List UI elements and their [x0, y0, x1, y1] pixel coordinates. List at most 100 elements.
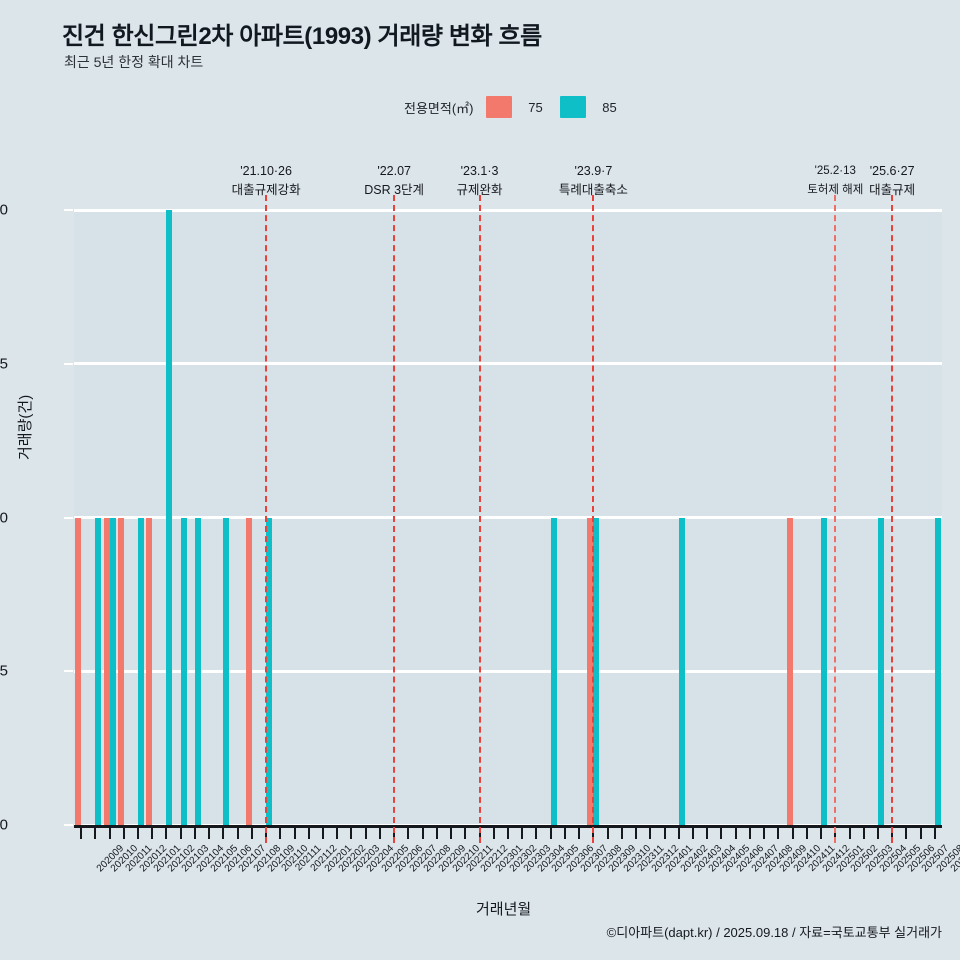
x-tick-mark: [905, 828, 908, 839]
x-tick-mark: [549, 828, 552, 839]
y-tick-label: 2.0: [0, 201, 8, 219]
bar: [877, 517, 884, 825]
x-tick-mark: [464, 828, 467, 839]
x-tick-mark: [777, 828, 780, 839]
x-tick-mark: [848, 828, 851, 839]
x-tick-mark: [492, 828, 495, 839]
x-tick-mark: [876, 828, 879, 839]
legend-label-85: 85: [602, 99, 617, 115]
x-tick-mark: [805, 828, 808, 839]
x-tick-mark: [137, 828, 140, 839]
event-text: 토허제 해제: [807, 184, 864, 196]
event-text: 대출규제강화: [231, 183, 301, 197]
source-caption: ©디아파트(dapt.kr) / 2025.09.18 / 자료=국토교통부 실…: [606, 925, 942, 940]
event-text: 규제완화: [456, 183, 503, 197]
event-label: '21.10·26 대출규제강화: [232, 162, 301, 200]
x-tick-mark: [279, 828, 282, 839]
bar: [194, 517, 201, 825]
x-tick-mark: [179, 828, 182, 839]
x-axis-title: 거래년월: [476, 901, 532, 918]
y-tick-label: 1.0: [0, 509, 8, 526]
x-tick-mark: [364, 828, 367, 839]
x-tick-mark: [663, 828, 666, 839]
event-line: [891, 195, 894, 843]
page-subtitle: 최근 5년 한정 확대 차트: [64, 54, 204, 70]
event-line: [478, 195, 481, 843]
x-tick-mark: [378, 828, 381, 839]
bar: [934, 517, 941, 825]
x-tick-mark: [407, 828, 410, 839]
x-tick-mark: [94, 828, 97, 839]
legend-swatch-75: [485, 96, 512, 118]
legend-title: 전용면적(㎡): [404, 100, 474, 116]
event-text: DSR 3단계: [364, 183, 425, 197]
bar: [75, 517, 82, 825]
event-line: [592, 195, 595, 843]
y-axis-title: 거래량(건): [17, 394, 34, 460]
gridline: [74, 362, 942, 366]
bar: [678, 517, 685, 825]
y-tick-mark: [64, 824, 73, 826]
x-tick-mark: [720, 828, 723, 839]
x-tick-mark: [578, 828, 581, 839]
event-line: [834, 195, 837, 843]
x-tick-mark: [521, 828, 524, 839]
x-tick-mark: [933, 828, 936, 839]
plot-area: [74, 208, 942, 827]
x-tick-mark: [691, 828, 694, 839]
gridline: [74, 208, 942, 212]
bar: [109, 517, 116, 825]
y-tick-mark: [64, 516, 73, 519]
bar: [786, 517, 793, 825]
x-tick-mark: [208, 828, 211, 839]
event-text: 특례대출축소: [558, 183, 628, 197]
x-tick-mark: [862, 828, 865, 839]
event-line: [393, 195, 396, 843]
x-tick-mark: [535, 828, 538, 839]
y-tick-label: 0.0: [0, 816, 8, 834]
event-label: '23.9·7 특례대출축소: [559, 162, 628, 200]
event-date: '25.6·27: [869, 164, 915, 178]
x-axis-line: [74, 825, 942, 828]
bar: [266, 517, 273, 825]
x-tick-mark: [563, 828, 566, 839]
bar: [550, 517, 557, 825]
bar: [180, 517, 187, 825]
y-tick-mark: [64, 362, 73, 365]
x-tick-mark: [763, 828, 766, 839]
x-tick-mark: [421, 828, 424, 839]
event-date: '25.2·13: [814, 165, 856, 177]
x-tick-mark: [507, 828, 509, 839]
event-date: '23.9·7: [574, 164, 613, 178]
x-tick-mark: [350, 828, 353, 839]
bar: [117, 517, 124, 825]
bar: [146, 517, 153, 825]
x-tick-mark: [791, 828, 794, 839]
x-tick-mark: [677, 828, 680, 839]
bar: [593, 517, 600, 825]
page-title: 진건 한신그린2차 아파트(1993) 거래량 변화 흐름: [62, 23, 542, 50]
x-tick-mark: [649, 828, 652, 839]
bar: [138, 517, 145, 825]
event-label: '22.07 DSR 3단계: [364, 162, 424, 200]
x-tick-mark: [635, 828, 638, 839]
x-tick-mark: [80, 828, 83, 839]
x-tick-mark: [193, 828, 196, 839]
x-tick-mark: [435, 828, 438, 839]
bar: [245, 517, 252, 825]
event-label: '25.6·27 대출규제: [869, 162, 915, 200]
bar: [223, 517, 230, 825]
event-text: 대출규제: [869, 183, 916, 197]
x-tick-mark: [336, 828, 339, 839]
x-tick-mark: [919, 828, 922, 839]
event-label: '23.1·3 규제완화: [457, 162, 503, 200]
x-tick-mark: [108, 828, 111, 839]
x-tick-mark: [450, 828, 453, 839]
bar: [95, 517, 102, 825]
x-tick-mark: [293, 828, 296, 839]
y-tick-mark: [64, 670, 73, 673]
event-date: '21.10·26: [240, 164, 292, 178]
x-tick-mark: [151, 828, 154, 839]
chart-legend: 전용면적(㎡) 75 85: [404, 96, 634, 118]
x-tick-mark: [236, 828, 239, 839]
